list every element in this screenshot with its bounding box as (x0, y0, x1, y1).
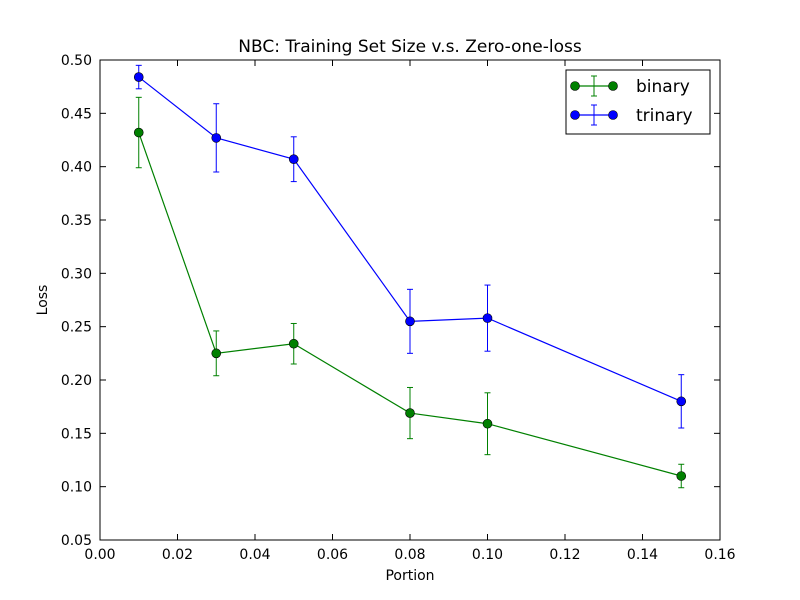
legend-label-binary: binary (636, 77, 690, 97)
legend-box (565, 69, 711, 135)
y-tick-label: 0.20 (61, 373, 92, 389)
x-tick-label: 0.02 (162, 547, 193, 563)
y-tick-label: 0.40 (61, 160, 92, 176)
x-tick-label: 0.08 (394, 547, 425, 563)
x-tick-label: 0.00 (84, 547, 115, 563)
axis-ticks: 0.00 0.02 0.04 0.06 0.08 0.10 0.12 0.14 0.16 0.05… (61, 53, 736, 563)
data-point (405, 316, 415, 327)
y-tick-label: 0.15 (61, 426, 92, 442)
legend-marker (608, 81, 618, 91)
legend-label-trinary: trinary (636, 106, 693, 126)
plot-frame (99, 59, 721, 541)
data-point (133, 72, 144, 82)
chart-title: NBC: Training Set Size v.s. Zero-one-los… (238, 37, 582, 57)
legend-marker (570, 81, 580, 91)
legend-marker (570, 110, 580, 120)
data-point (288, 154, 299, 164)
x-tick-label: 0.12 (549, 547, 580, 563)
data-point (288, 338, 299, 349)
x-tick-label: 0.14 (627, 547, 658, 563)
data-point (482, 418, 493, 429)
data-point (405, 408, 415, 418)
x-axis-title: Portion (385, 568, 434, 584)
legend-entry-binary: binary (570, 75, 690, 97)
data-point (211, 133, 222, 143)
y-tick-label: 0.30 (61, 266, 92, 282)
x-tick-label: 0.10 (472, 547, 503, 563)
data-point (211, 348, 222, 359)
legend-entry-trinary: trinary (570, 104, 693, 126)
y-tick-label: 0.35 (61, 213, 92, 229)
y-tick-label: 0.50 (61, 53, 92, 69)
y-tick-label: 0.05 (61, 533, 92, 549)
y-tick-label: 0.10 (61, 480, 92, 496)
y-tick-label: 0.45 (61, 106, 92, 122)
y-tick-label: 0.25 (61, 320, 92, 336)
x-tick-label: 0.06 (317, 547, 348, 563)
data-point (676, 471, 687, 481)
series-binary (133, 96, 687, 489)
data-point (482, 313, 493, 323)
plot-layer (133, 64, 687, 489)
legend-marker (608, 110, 618, 120)
legend: binary trinary (565, 69, 711, 135)
data-point (676, 396, 687, 407)
x-tick-label: 0.04 (239, 547, 270, 563)
data-point (133, 127, 144, 138)
series-line-binary (138, 132, 682, 477)
series-line-trinary (138, 76, 682, 402)
y-axis-title: Loss (35, 285, 51, 316)
series-trinary (133, 64, 687, 429)
x-tick-label: 0.16 (704, 547, 735, 563)
